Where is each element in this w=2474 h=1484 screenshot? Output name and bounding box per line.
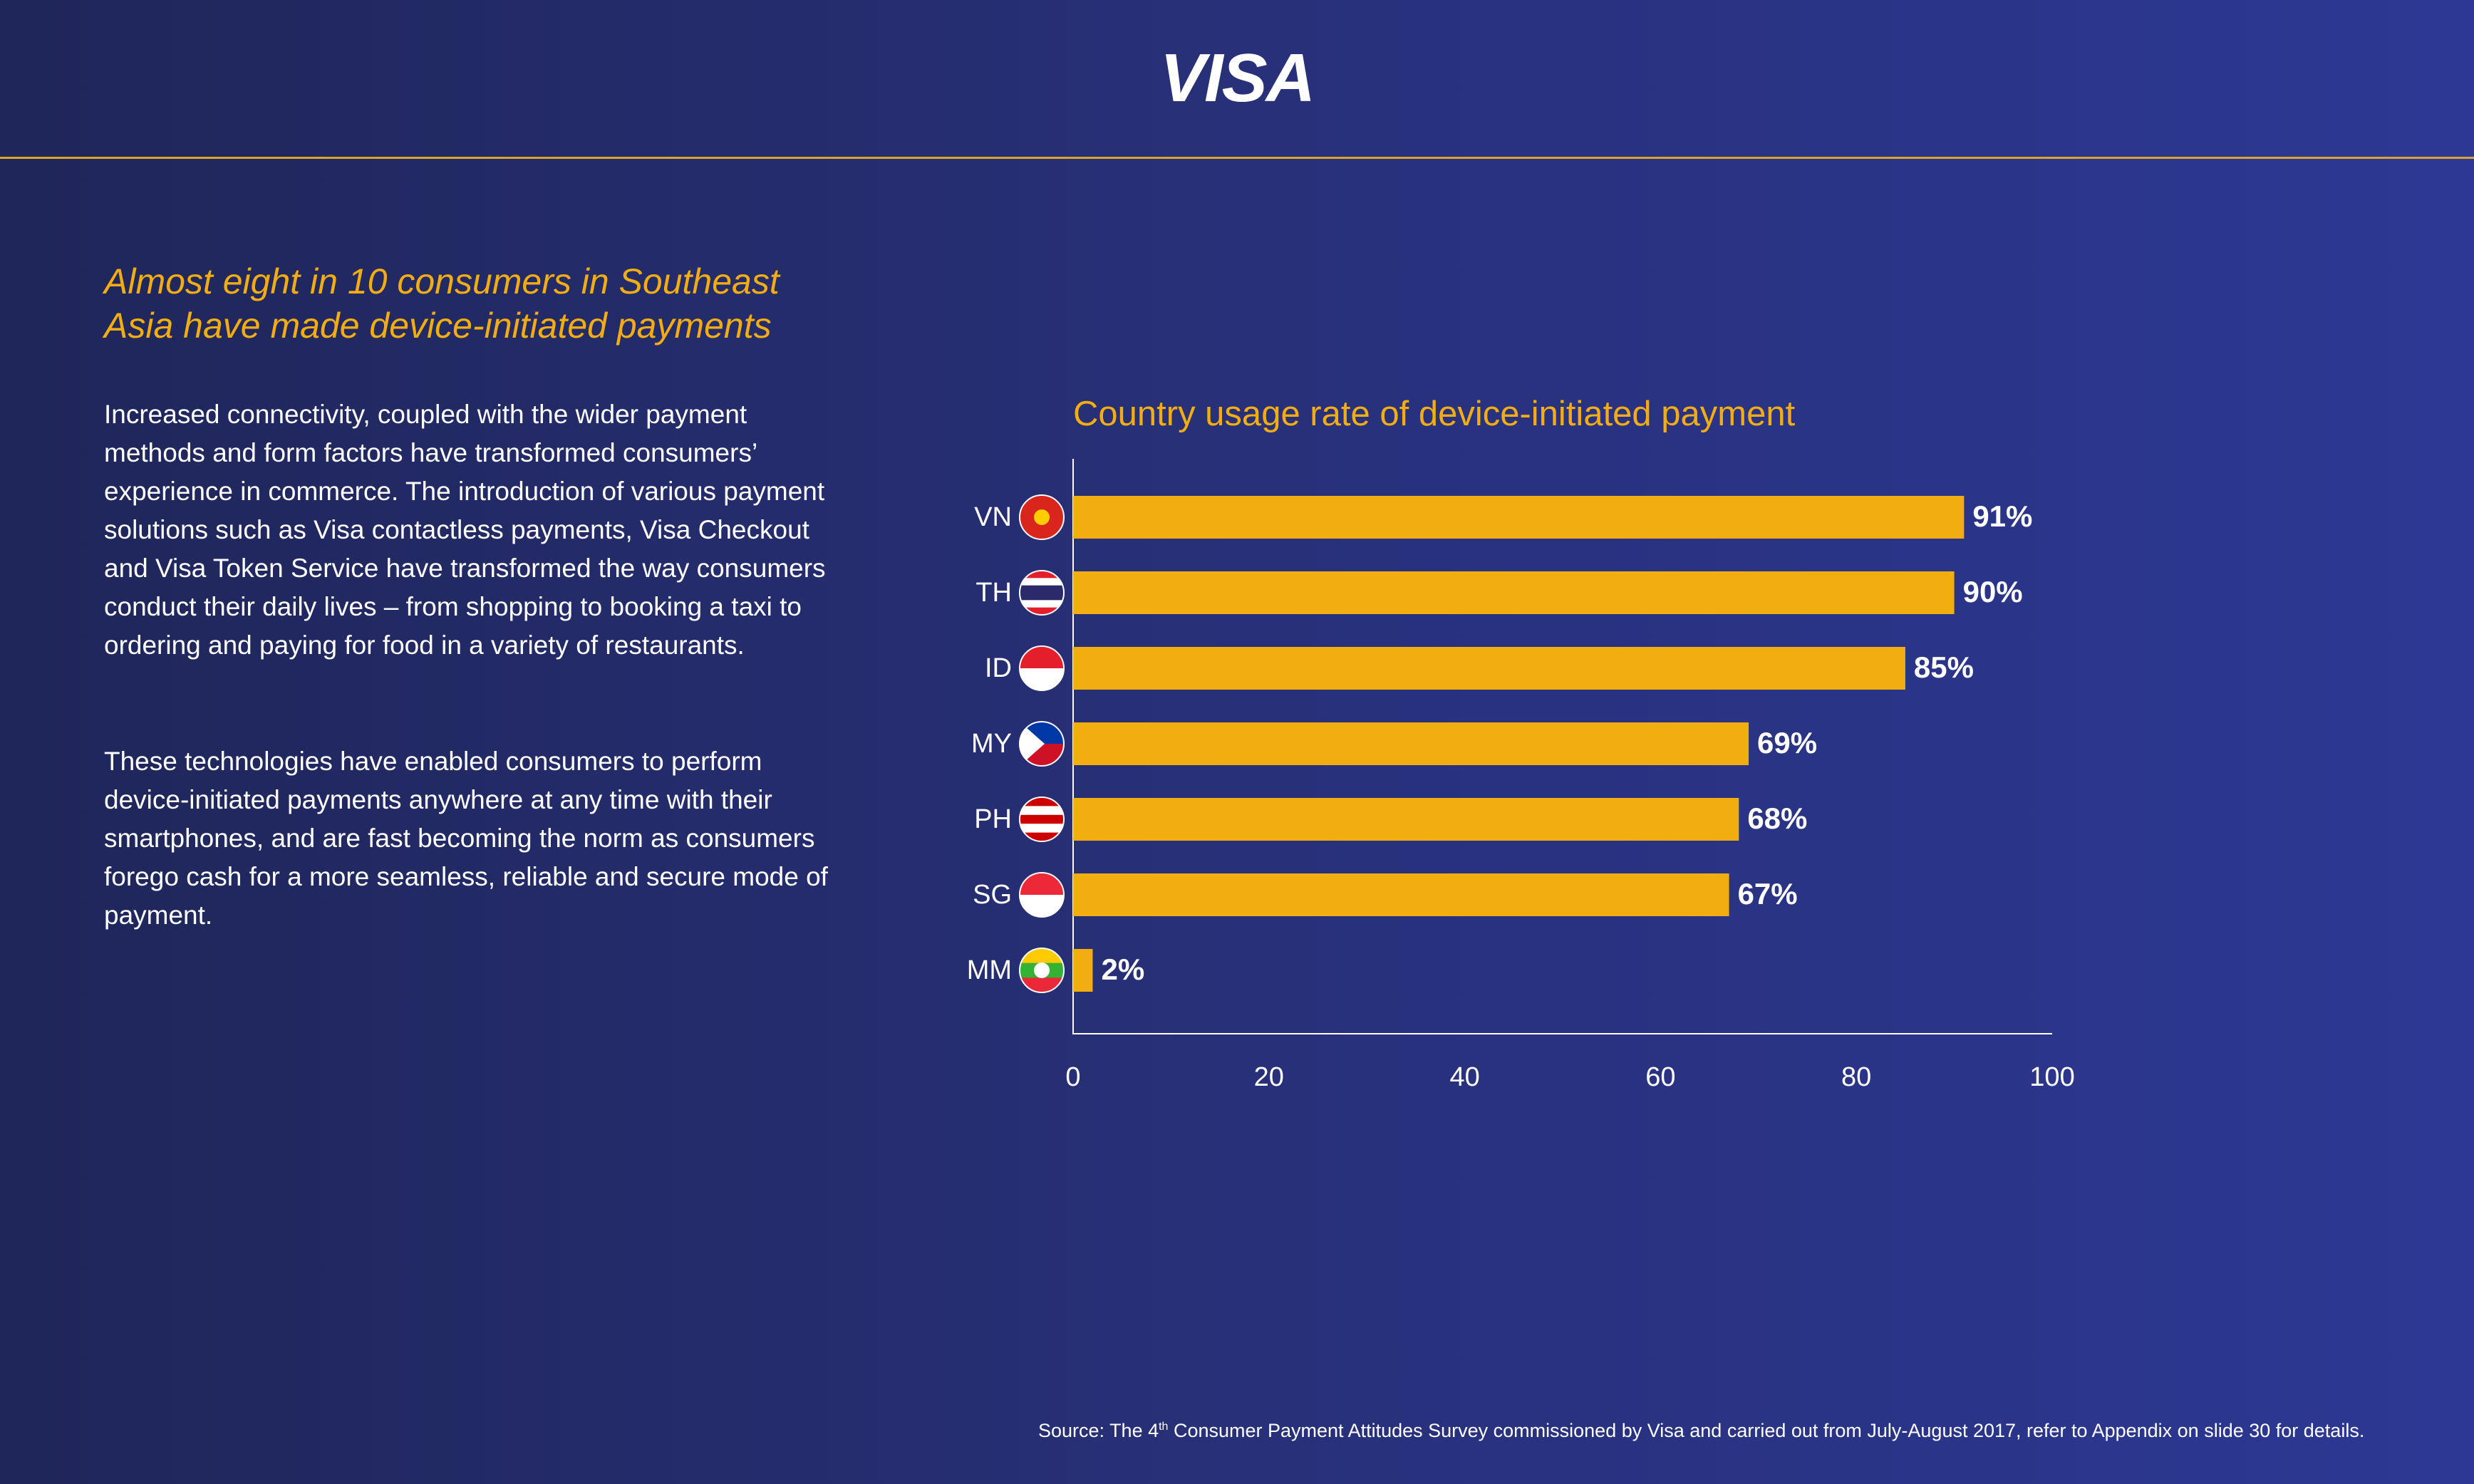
- source-note: Source: The 4th Consumer Payment Attitud…: [1038, 1420, 2364, 1442]
- divider: [0, 157, 2474, 159]
- flag-stripe: [1020, 873, 1064, 896]
- flag-stripe: [1020, 814, 1064, 824]
- flag-border: [1019, 645, 1065, 691]
- flag-triangle: [1020, 722, 1045, 766]
- flag-border: [1019, 570, 1065, 616]
- chart-title: Country usage rate of device-initiated p…: [1073, 395, 1796, 433]
- value-label: 2%: [1101, 953, 1144, 986]
- logo: VISA: [1159, 40, 1315, 116]
- flag-border: [1019, 872, 1065, 918]
- source-superscript: th: [1159, 1421, 1169, 1433]
- value-label: 85%: [1914, 650, 1974, 684]
- source-text: Source: The 4: [1038, 1420, 1159, 1441]
- flag-stripe: [1020, 571, 1064, 578]
- x-tick-label: 0: [1065, 1062, 1080, 1092]
- bar: [1073, 873, 1729, 916]
- flag-stripe: [1020, 600, 1064, 608]
- y-tick-label: MY: [971, 729, 1012, 759]
- bar: [1073, 496, 1965, 539]
- x-tick-label: 40: [1449, 1062, 1479, 1092]
- flag-stripe: [1020, 824, 1064, 834]
- value-label: 69%: [1757, 726, 1817, 759]
- flag-stripe: [1020, 607, 1064, 615]
- value-label: 90%: [1963, 575, 2023, 608]
- flag-stripe: [1020, 646, 1064, 669]
- flag: [1020, 571, 1064, 615]
- x-tick-label: 20: [1254, 1062, 1284, 1092]
- flag-border: [1019, 721, 1065, 767]
- y-tick-label: MM: [967, 955, 1012, 985]
- flag-stripe: [1020, 895, 1064, 917]
- bar: [1073, 647, 1905, 690]
- bar: [1073, 949, 1093, 992]
- x-tick-label: 80: [1841, 1062, 1871, 1092]
- bar: [1073, 798, 1739, 841]
- flag-stripe: [1020, 832, 1064, 841]
- flag-stripe: [1020, 585, 1064, 601]
- paragraph: These technologies have enabled consumer…: [104, 747, 828, 930]
- y-tick-label: TH: [975, 578, 1012, 608]
- source-text: Consumer Payment Attitudes Survey commis…: [1168, 1420, 2365, 1441]
- flag: [1020, 495, 1064, 539]
- flag-stripe: [1020, 797, 1064, 806]
- flag-border: [1019, 948, 1065, 993]
- value-label: 67%: [1738, 877, 1798, 910]
- bar: [1073, 571, 1955, 614]
- flag-stripe: [1020, 668, 1064, 690]
- flag-stripe: [1020, 806, 1064, 816]
- value-label: 68%: [1747, 801, 1807, 835]
- heading: Almost eight in 10 consumers in Southeas…: [104, 261, 780, 346]
- y-tick-label: VN: [974, 502, 1012, 532]
- y-tick-label: PH: [974, 804, 1012, 834]
- paragraph: Increased connectivity, coupled with the…: [104, 400, 826, 660]
- flag-border: [1019, 494, 1065, 540]
- bar: [1073, 722, 1749, 765]
- flag-stripe: [1020, 578, 1064, 586]
- flag-border: [1019, 797, 1065, 842]
- value-label: 91%: [1972, 499, 2032, 533]
- y-tick-label: ID: [985, 653, 1012, 683]
- flag: [1020, 722, 1064, 766]
- y-tick-label: SG: [973, 880, 1012, 910]
- flag-star: [1034, 962, 1050, 978]
- x-tick-label: 60: [1645, 1062, 1675, 1092]
- flag-stripe: [1020, 948, 1064, 964]
- x-tick-label: 100: [2029, 1062, 2074, 1092]
- flag-star: [1034, 509, 1050, 525]
